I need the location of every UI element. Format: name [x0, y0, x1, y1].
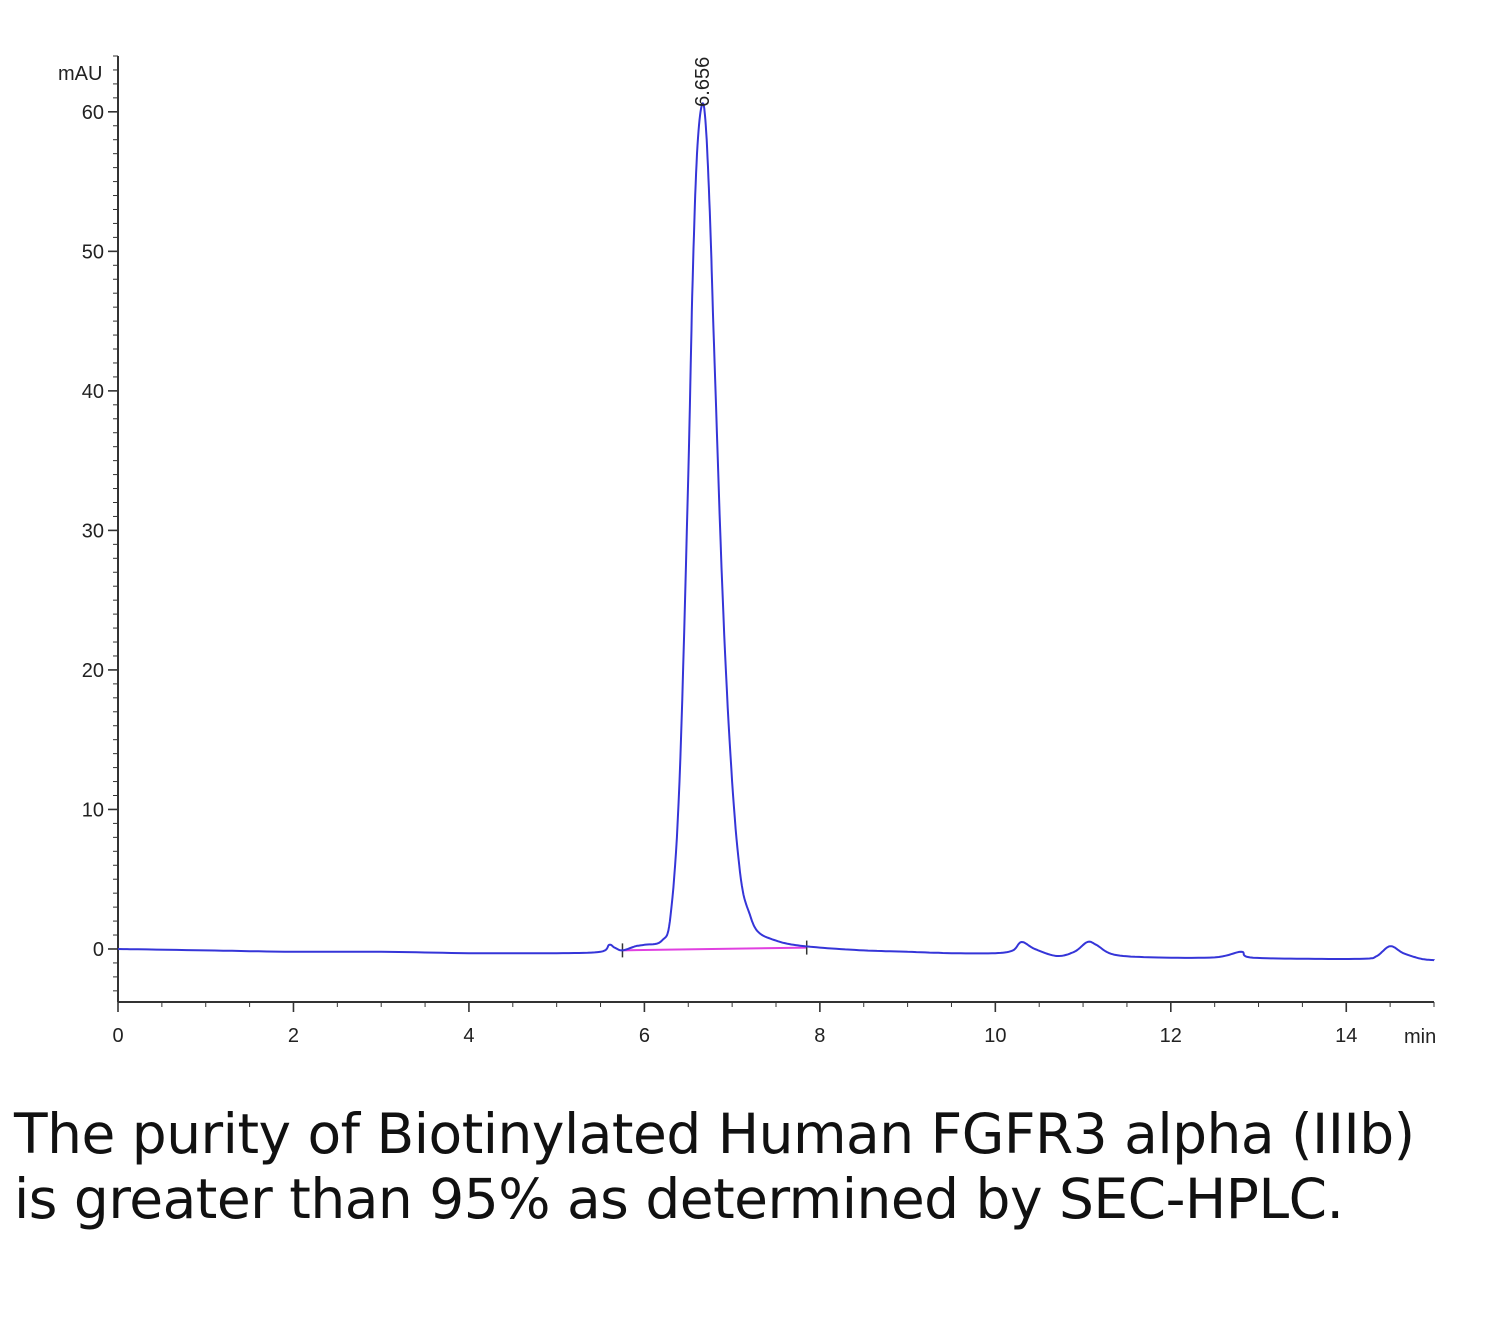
x-tick-label: 12 — [1160, 1025, 1182, 1047]
peak-retention-label: 6.656 — [692, 57, 714, 107]
x-tick-label: 10 — [984, 1025, 1006, 1047]
y-axis-ticks: 0 10 20 30 40 50 60 — [82, 55, 118, 992]
y-tick-label: 60 — [82, 102, 104, 124]
x-axis-label: min — [1404, 1026, 1436, 1048]
y-tick-label: 30 — [82, 520, 104, 542]
y-tick-label: 0 — [93, 939, 104, 961]
x-tick-label: 0 — [112, 1025, 123, 1047]
x-tick-label: 6 — [639, 1025, 650, 1047]
y-tick-label: 20 — [82, 660, 104, 682]
chromatogram-chart: 0 10 20 30 40 50 60 0 2 4 6 8 10 12 14 mAU min 6.656 — [58, 55, 1436, 1048]
x-tick-label: 2 — [288, 1025, 299, 1047]
y-tick-label: 50 — [82, 241, 104, 263]
x-tick-label: 4 — [463, 1025, 474, 1047]
x-tick-label: 8 — [814, 1025, 825, 1047]
x-tick-label: 14 — [1335, 1025, 1357, 1047]
y-tick-label: 10 — [82, 799, 104, 821]
figure-caption: The purity of Biotinylated Human FGFR3 a… — [14, 1102, 1415, 1231]
y-axis-label: mAU — [58, 63, 102, 85]
x-axis-ticks: 0 2 4 6 8 10 12 14 — [112, 1002, 1435, 1047]
chromatogram-trace — [117, 102, 1435, 962]
integration-baseline — [622, 946, 807, 952]
y-tick-label: 40 — [82, 381, 104, 403]
